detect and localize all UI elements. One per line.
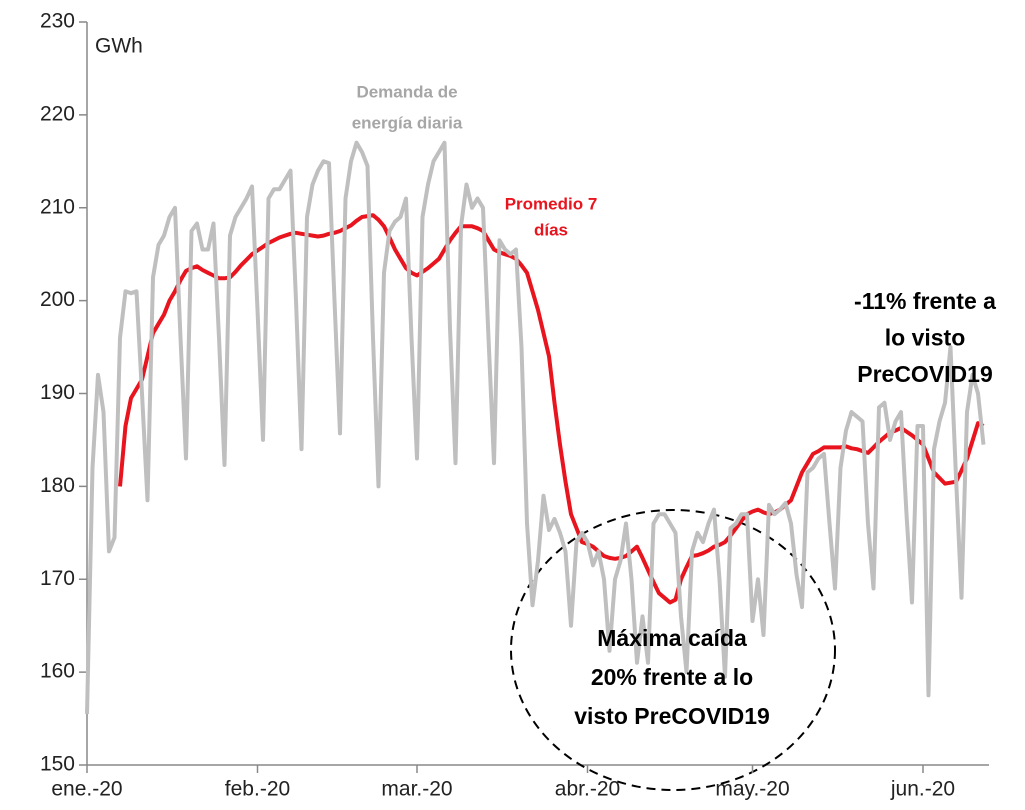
annotation: Máxima caída xyxy=(597,625,747,651)
y-tick-label: 230 xyxy=(40,10,75,33)
y-tick-label: 200 xyxy=(40,288,75,311)
x-tick-label: ene.-20 xyxy=(51,778,122,801)
y-tick-label: 170 xyxy=(40,567,75,590)
annotation: 20% frente a lo xyxy=(591,664,753,690)
annotation: PreCOVID19 xyxy=(857,361,993,387)
y-tick-label: 150 xyxy=(40,753,75,776)
x-tick-label: jun.-20 xyxy=(890,778,955,801)
series-label: energía diaria xyxy=(352,113,463,132)
x-tick-label: may.-20 xyxy=(715,778,789,801)
y-tick-label: 210 xyxy=(40,195,75,218)
y-tick-label: 180 xyxy=(40,474,75,497)
y-tick-label: 160 xyxy=(40,660,75,683)
x-tick-label: feb.-20 xyxy=(225,778,290,801)
series-label: días xyxy=(534,220,568,239)
series-line xyxy=(85,140,986,714)
unit-label: GWh xyxy=(95,35,143,58)
x-tick-label: abr.-20 xyxy=(555,778,620,801)
annotation: visto PreCOVID19 xyxy=(574,703,770,729)
series-label: Demanda de xyxy=(356,82,457,101)
series-line xyxy=(118,213,985,605)
annotation: -11% frente a xyxy=(854,288,996,314)
y-tick-label: 220 xyxy=(40,102,75,125)
y-tick-label: 190 xyxy=(40,381,75,404)
x-tick-label: mar.-20 xyxy=(381,778,452,801)
highlight-circle xyxy=(510,509,836,791)
annotation: lo visto xyxy=(885,325,966,351)
series-label: Promedio 7 xyxy=(505,194,598,213)
